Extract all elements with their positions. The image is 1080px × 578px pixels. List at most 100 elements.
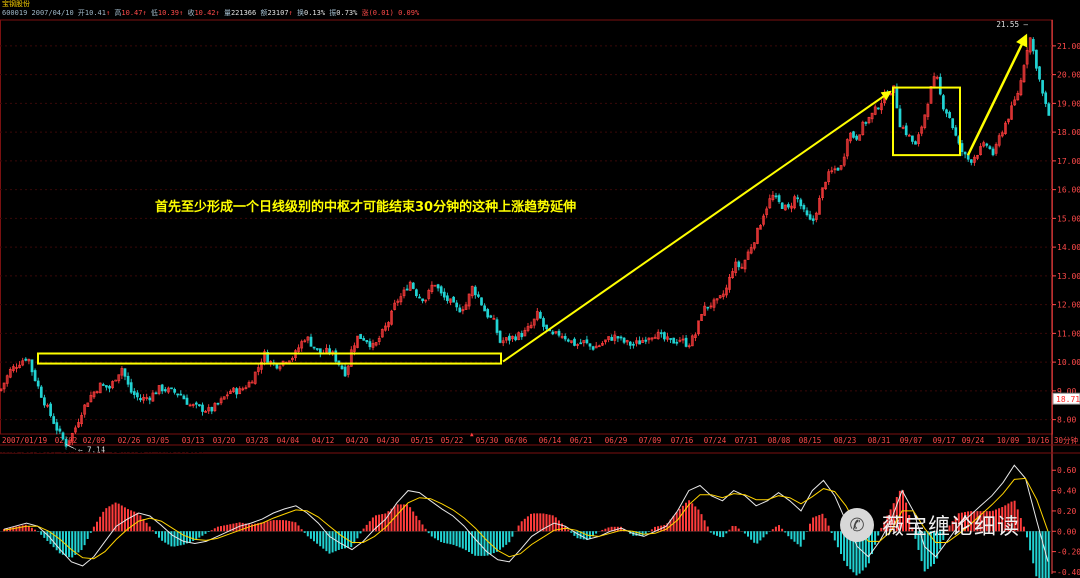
candle-body (787, 204, 790, 208)
candle-body (647, 337, 651, 341)
signal-marker: ▲ (470, 431, 474, 438)
x-tick-label: 09/17 (933, 436, 956, 445)
candle-body (604, 339, 607, 343)
candle-body (21, 360, 25, 366)
candle-body (818, 198, 821, 215)
last-price-tag-box (1052, 392, 1080, 405)
candle-body (24, 358, 28, 361)
candle-body (0, 388, 3, 392)
candle-body (917, 134, 920, 144)
watermark: ✆ 薇宝缠论细读 (840, 508, 1020, 542)
price-tick-label: 19.00 (1057, 99, 1080, 108)
candle-body (1013, 99, 1017, 106)
candle-body (123, 368, 127, 377)
candle-body (439, 286, 443, 294)
candle-body (554, 331, 558, 334)
candle-body (219, 398, 223, 404)
candle-body (222, 396, 226, 400)
candle-body (232, 387, 235, 393)
candle-body (163, 389, 167, 392)
candle-body (120, 368, 124, 376)
candle-body (793, 196, 796, 209)
candle-body (635, 340, 638, 344)
candle-body (752, 242, 756, 249)
candle-body (768, 198, 772, 209)
candle-body (979, 146, 982, 156)
candle-body (142, 397, 145, 401)
candle-body (5, 375, 9, 384)
candle-body (495, 319, 499, 333)
candle-body (542, 318, 545, 327)
candle-body (737, 261, 741, 268)
candle-body (734, 261, 738, 273)
price-tick-label: 20.00 (1057, 71, 1080, 80)
candle-body (201, 404, 204, 412)
candle-body (765, 208, 769, 215)
candle-body (870, 112, 874, 120)
candle-body (1025, 50, 1029, 65)
candle-body (613, 334, 617, 341)
candle-body (247, 382, 251, 388)
candle-body (188, 404, 192, 407)
candle-body (740, 266, 744, 269)
candle-body (948, 112, 951, 118)
candle-body (374, 342, 378, 346)
candle-body (756, 227, 759, 244)
candle-body (690, 335, 694, 347)
candle-body (461, 309, 465, 312)
candle-body (799, 199, 803, 207)
candle-body (46, 404, 49, 407)
candle-body (356, 335, 359, 348)
candle-body (170, 387, 173, 390)
low-value: 10.39 (157, 9, 179, 17)
candle-body (380, 329, 384, 338)
high-price-label: 21.55 — (996, 20, 1028, 29)
stock-code: 600019 (2, 9, 28, 17)
x-tick-label: 03/28 (246, 436, 269, 445)
candle-body (728, 276, 731, 290)
x-tick-label: 10/16 (1027, 436, 1050, 445)
candle-body (827, 171, 831, 183)
candle-body (408, 281, 412, 291)
candle-body (167, 387, 170, 393)
candle-body (148, 397, 152, 401)
candle-body (731, 271, 734, 279)
x-tick-label: 04/04 (277, 436, 300, 445)
candle-body (30, 359, 34, 373)
candle-body (855, 135, 858, 140)
pivot-zone-box-left (37, 352, 502, 365)
candle-body (706, 306, 710, 309)
candle-body (864, 122, 868, 124)
price-tick-label: 17.00 (1057, 157, 1080, 166)
price-tick-label: 11.00 (1057, 329, 1080, 338)
candle-body (641, 339, 645, 343)
candle-body (436, 284, 440, 289)
macd-label: MACD: (157, 447, 180, 455)
candle-body (625, 340, 629, 343)
candle-body (563, 335, 567, 340)
candle-body (517, 332, 521, 340)
close-label: 收 (187, 9, 195, 17)
candle-body (1010, 105, 1013, 120)
candle-body (473, 286, 477, 296)
candle-body (616, 336, 620, 339)
candle-body (194, 402, 198, 405)
candle-body (126, 375, 130, 385)
candle-body (334, 350, 338, 362)
change-label: 涨 (361, 9, 369, 17)
macd-value: 0.108 (179, 447, 201, 455)
x-tick-label: 09/07 (900, 436, 923, 445)
x-tick-label: 04/30 (377, 436, 400, 445)
candle-body (291, 357, 294, 361)
quote-line: 600019 2007/04/10 开10.41↑ 高10.47↑ 低10.39… (2, 9, 420, 17)
candle-body (907, 134, 911, 137)
candle-body (749, 247, 753, 254)
candle-body (132, 391, 136, 395)
macd-tick-label: -0.40 (1057, 568, 1080, 577)
candle-body (709, 305, 713, 308)
candle-body (179, 393, 183, 396)
candle-body (52, 416, 56, 424)
candle-body (241, 388, 245, 391)
candle-body (384, 325, 387, 331)
